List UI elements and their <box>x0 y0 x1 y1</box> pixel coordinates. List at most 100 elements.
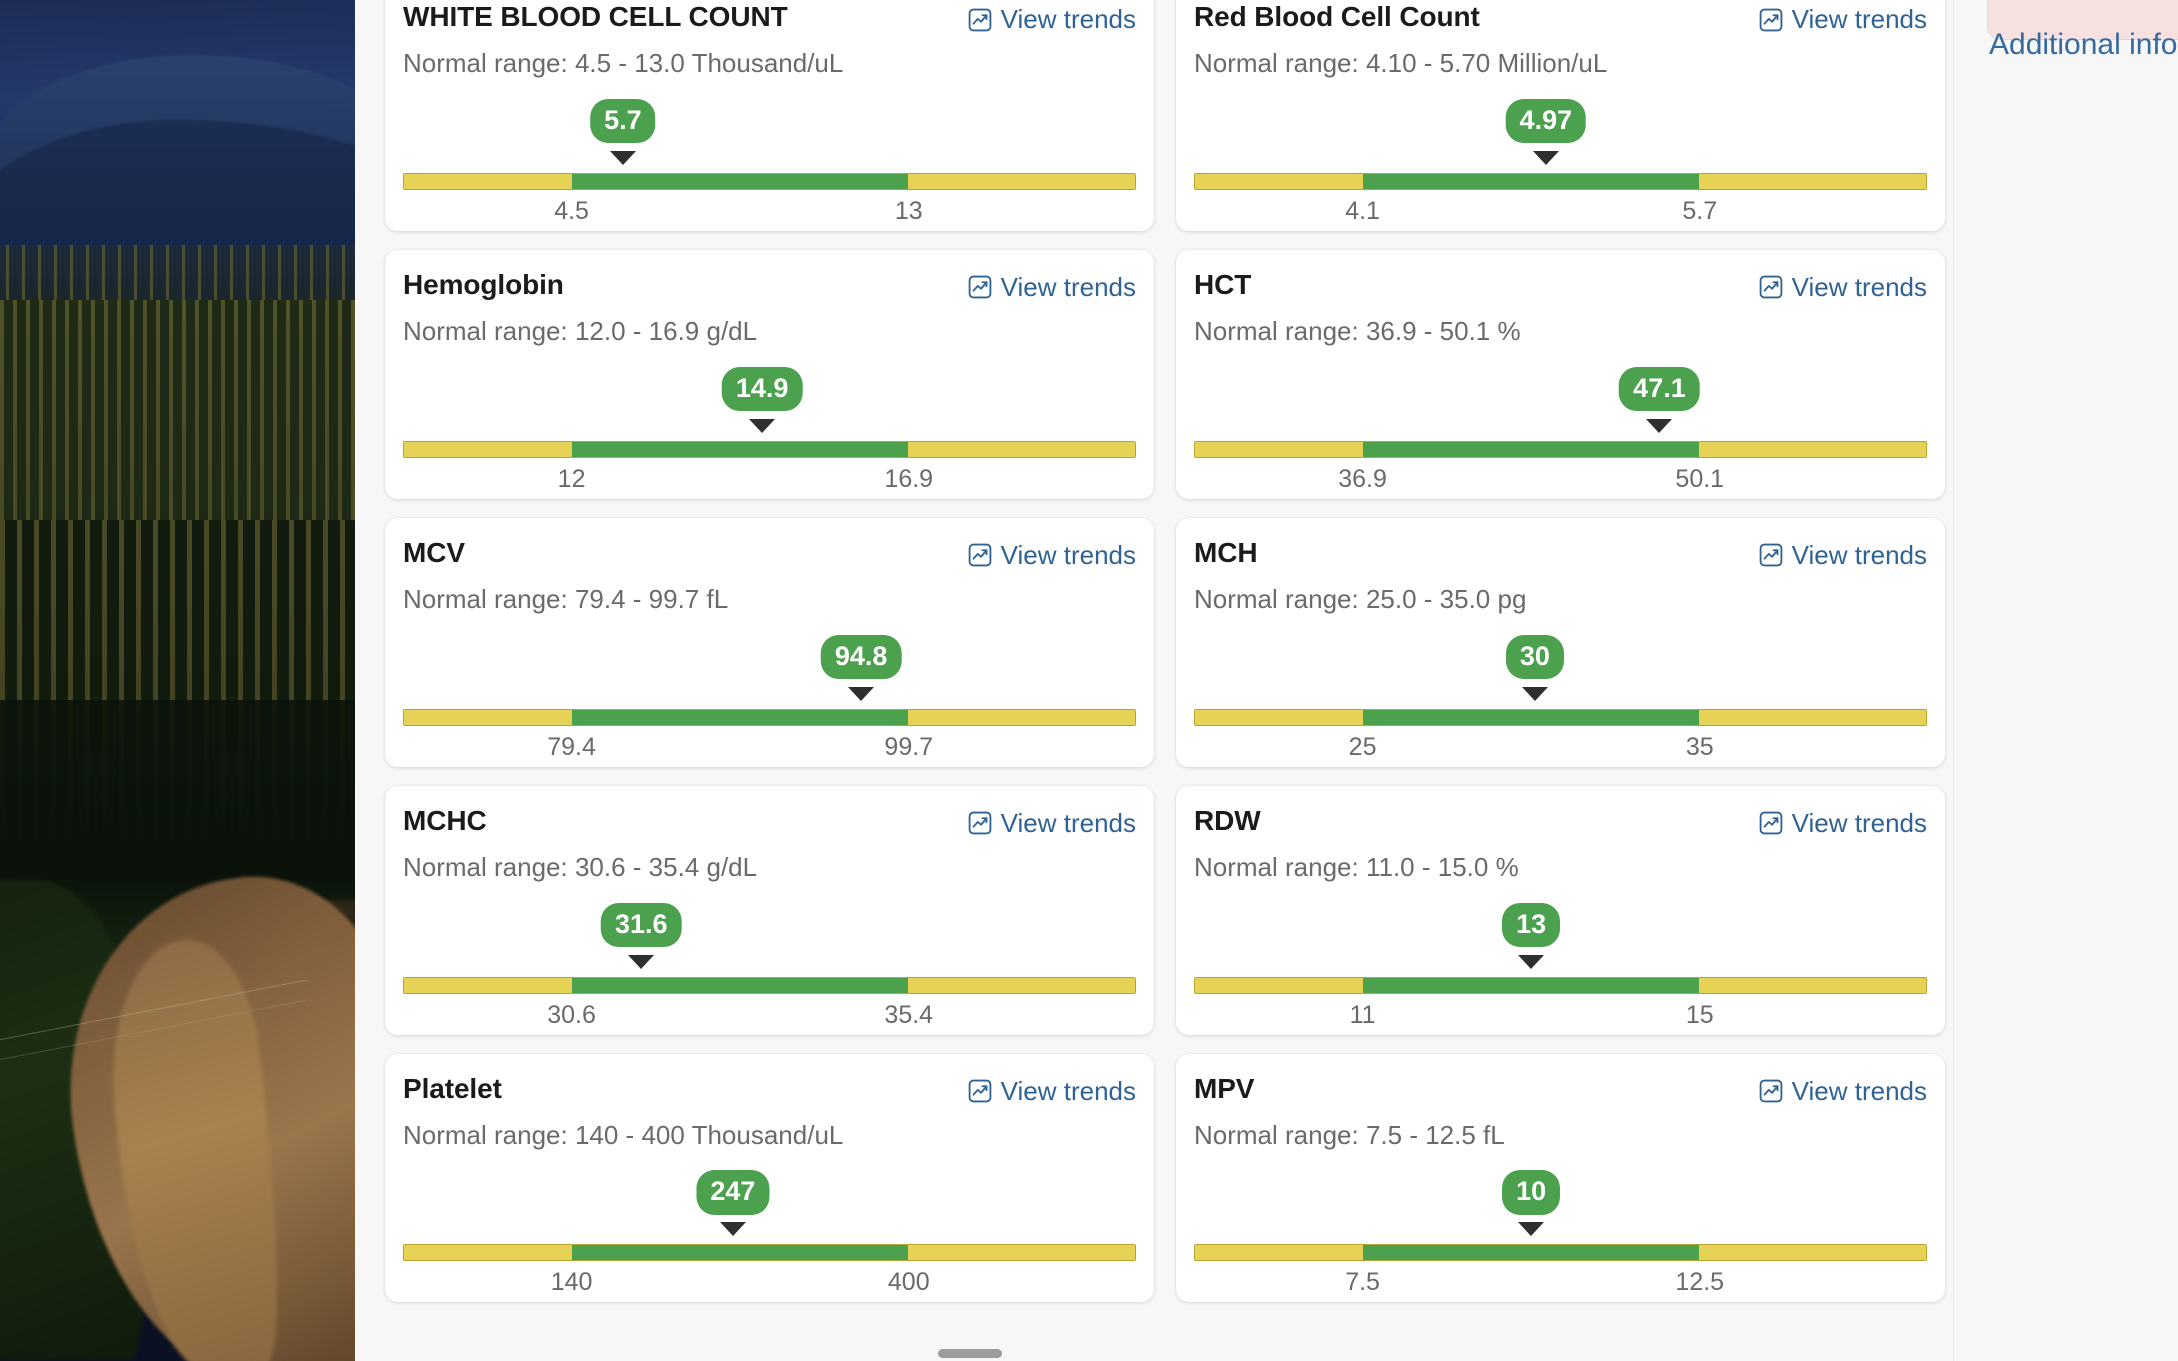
gauge-tick-high: 50.1 <box>1675 464 1725 493</box>
gauge-segment-normal <box>572 173 909 189</box>
card-header: RDW View trends <box>1194 804 1927 839</box>
value-pointer-icon <box>628 954 655 969</box>
gauge-tick-high: 12.5 <box>1675 1268 1725 1297</box>
lab-test-title: MCHC <box>403 804 487 836</box>
gauge-tick-low: 11 <box>1349 1000 1376 1029</box>
desktop-wallpaper-photo <box>0 0 355 1361</box>
gauge-bar <box>403 440 1136 458</box>
gauge-segment-normal <box>1363 1245 1700 1261</box>
gauge-segment-normal <box>572 977 909 993</box>
range-gauge: 31.6 30.6 35.4 <box>403 902 1136 1029</box>
lab-test-title: RDW <box>1194 804 1261 836</box>
view-trends-link[interactable]: View trends <box>1758 2 1927 35</box>
value-pointer-icon <box>1518 954 1545 969</box>
gauge-segment-high <box>1699 173 1926 189</box>
gauge-segment-low <box>1195 441 1364 457</box>
normal-range-text: Normal range: 7.5 - 12.5 fL <box>1194 1119 1505 1150</box>
panel-divider <box>1953 0 1954 1361</box>
normal-range-text: Normal range: 11.0 - 15.0 % <box>1194 851 1519 882</box>
line-chart-icon <box>967 274 993 300</box>
line-chart-icon <box>1758 274 1784 300</box>
normal-range-text: Normal range: 79.4 - 99.7 fL <box>403 583 729 614</box>
view-trends-label: View trends <box>1791 539 1927 570</box>
gauge-tick-low: 25 <box>1348 732 1377 761</box>
measured-value-pill: 14.9 <box>721 366 803 411</box>
view-trends-label: View trends <box>1000 1075 1136 1106</box>
gauge-bar <box>1194 1244 1927 1262</box>
lab-result-card: MCV View trends Normal range: 79.4 - 99.7 … <box>385 517 1154 767</box>
view-trends-link[interactable]: View trends <box>1758 538 1927 571</box>
gauge-tick-low: 4.5 <box>554 196 589 225</box>
normal-range-text: Normal range: 36.9 - 50.1 % <box>1194 315 1521 346</box>
view-trends-link[interactable]: View trends <box>967 806 1136 839</box>
normal-range-text: Normal range: 4.5 - 13.0 Thousand/uL <box>403 48 844 78</box>
gauge-segment-high <box>1699 977 1926 993</box>
lab-result-card: Hemoglobin View trends Normal range: 12.0 … <box>385 249 1154 499</box>
value-pointer-icon <box>719 1222 746 1237</box>
gauge-ticks: 12 16.9 <box>403 465 1136 495</box>
view-trends-link[interactable]: View trends <box>967 270 1136 303</box>
gauge-segment-low <box>1195 977 1364 993</box>
lab-result-card: Red Blood Cell Count View trends Normal ra… <box>1176 0 1945 231</box>
view-trends-link[interactable]: View trends <box>1758 806 1927 839</box>
view-trends-link[interactable]: View trends <box>967 538 1136 571</box>
view-trends-link[interactable]: View trends <box>1758 270 1927 303</box>
gauge-bar <box>403 708 1136 726</box>
gauge-tick-high: 99.7 <box>884 732 934 761</box>
range-gauge: 10 7.5 12.5 <box>1194 1170 1927 1296</box>
gauge-segment-high <box>1699 709 1926 725</box>
gauge-tick-high: 35 <box>1685 732 1714 761</box>
value-pointer-icon <box>1521 686 1548 701</box>
lab-result-card: HCT View trends Normal range: 36.9 - 50.1 … <box>1176 249 1945 499</box>
measured-value-pill: 247 <box>696 1170 770 1215</box>
view-trends-label: View trends <box>1000 4 1136 34</box>
horizontal-scrollbar-thumb[interactable] <box>938 1349 1002 1358</box>
app-window: Additional info WHITE BLOOD CELL COUNT Vi… <box>355 0 2178 1361</box>
line-chart-icon <box>967 542 993 568</box>
gauge-tick-low: 140 <box>550 1268 593 1297</box>
gauge-segment-normal <box>1363 173 1700 189</box>
gauge-segment-low <box>404 441 573 457</box>
lab-test-title: Platelet <box>403 1072 502 1104</box>
range-gauge: 30 25 35 <box>1194 634 1927 761</box>
gauge-bar <box>1194 172 1927 190</box>
gauge-segment-low <box>1195 1245 1364 1261</box>
line-chart-icon <box>1758 7 1784 33</box>
card-header: WHITE BLOOD CELL COUNT View trends <box>403 1 1136 35</box>
gauge-segment-high <box>1699 441 1926 457</box>
lab-result-card: MPV View trends Normal range: 7.5 - 12.5 f… <box>1176 1053 1945 1303</box>
value-pointer-icon <box>1646 418 1673 433</box>
line-chart-icon <box>967 1078 993 1104</box>
alert-panel-peek <box>1987 0 2178 40</box>
range-gauge: 47.1 36.9 50.1 <box>1194 366 1927 493</box>
range-gauge: 5.7 4.5 13 <box>403 98 1136 225</box>
gauge-tick-high: 13 <box>894 196 923 225</box>
additional-info-link[interactable]: Additional info <box>1989 28 2178 61</box>
gauge-bar <box>403 172 1136 190</box>
value-pointer-icon <box>1518 1222 1545 1237</box>
gauge-pill-row: 5.7 <box>403 98 1136 165</box>
card-header: HCT View trends <box>1194 269 1927 303</box>
view-trends-link[interactable]: View trends <box>967 2 1136 35</box>
view-trends-link[interactable]: View trends <box>967 1074 1136 1107</box>
view-trends-label: View trends <box>1791 4 1927 34</box>
measured-value-pill: 30 <box>1505 634 1564 679</box>
gauge-bar <box>403 976 1136 994</box>
gauge-tick-high: 35.4 <box>884 1000 934 1029</box>
view-trends-label: View trends <box>1791 1075 1927 1106</box>
gauge-segment-normal <box>1363 709 1700 725</box>
measured-value-pill: 31.6 <box>600 902 682 947</box>
horizontal-scrollbar-track[interactable] <box>355 1347 2178 1361</box>
card-header: MCHC View trends <box>403 804 1136 839</box>
gauge-segment-low <box>1195 709 1364 725</box>
card-header: Platelet View trends <box>403 1072 1136 1107</box>
gauge-ticks: 4.5 13 <box>403 197 1136 227</box>
gauge-bar <box>403 1244 1136 1262</box>
gauge-ticks: 25 35 <box>1194 733 1927 763</box>
measured-value-pill: 13 <box>1502 902 1561 947</box>
gauge-ticks: 79.4 99.7 <box>403 733 1136 763</box>
gauge-pill-row: 4.97 <box>1194 98 1927 165</box>
gauge-segment-low <box>404 1245 573 1261</box>
view-trends-link[interactable]: View trends <box>1758 1074 1927 1107</box>
gauge-tick-high: 16.9 <box>884 464 934 493</box>
